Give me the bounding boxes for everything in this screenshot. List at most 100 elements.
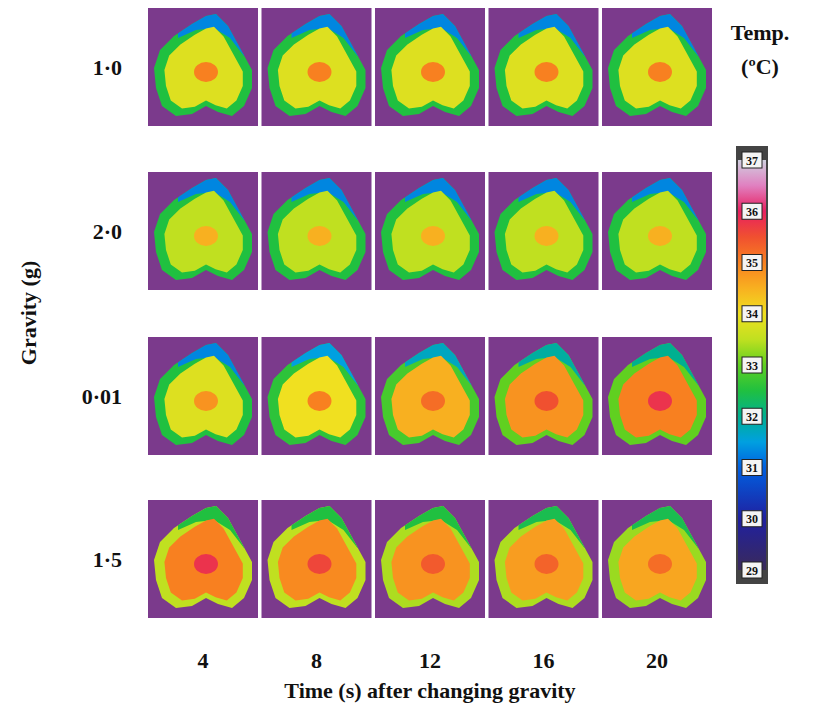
panel-background [148,172,258,290]
colorbar-tick [742,357,762,373]
panel-background [375,8,485,126]
core-region [308,391,332,411]
core-region [194,391,218,411]
core-region [648,391,672,411]
thermal-panel [602,8,712,126]
rim-region [495,506,593,608]
panel-marks [381,500,485,608]
colorbar-tick-label: 31 [746,461,758,475]
rim-region [608,14,706,116]
colorbar-tick [742,203,762,219]
x-tick [430,626,431,630]
rim-region [495,343,593,445]
thermal-panel [148,337,258,455]
panel-background [602,172,712,290]
panel-marks [608,337,712,445]
thermal-panel [602,500,712,618]
core-region [308,226,332,246]
colorbar-title-line: Temp. [731,20,789,45]
panel-background [375,500,485,618]
rim-region [608,178,706,280]
thermal-panel [375,337,485,455]
body-region [164,356,242,438]
body-region [618,356,696,438]
panel-marks [608,172,712,280]
x-tick [316,626,317,630]
rim-region [381,178,479,280]
thermal-panel [489,337,599,455]
colorbar-tick [742,460,762,476]
core-region [535,391,559,411]
core-region [648,62,672,82]
thermal-panel [148,172,258,290]
thermal-panel [602,172,712,290]
panel-background [489,8,599,126]
body-region [164,27,242,109]
body-region [391,27,469,109]
panel-marks [268,337,372,445]
panel-background [262,172,372,290]
row-label: 0·01 [82,384,122,409]
body-region [278,356,356,438]
rim-region [381,506,479,608]
body-region [391,356,469,438]
thermal-panel [262,172,372,290]
colorbar-tick-label: 33 [746,359,758,373]
body-region [278,519,356,601]
figure: 1·02·00·011·5Gravity (g)48121620Time (s)… [0,0,825,704]
row-label: 1·5 [93,547,122,572]
panel-background [262,500,372,618]
panel-marks [268,172,372,280]
body-region [391,191,469,273]
thermal-panel [262,337,372,455]
core-region [421,554,445,574]
colorbar [738,160,766,570]
body-region [618,27,696,109]
x-tick-label: 8 [311,648,322,673]
core-region [194,554,218,574]
body-region [618,519,696,601]
rim-region [154,14,252,116]
y-axis-title: Gravity (g) [16,261,41,365]
thermal-panel [148,8,258,126]
rim-region [268,178,366,280]
panel-marks [495,172,599,280]
rim-region [268,343,366,445]
x-tick-label: 20 [646,648,668,673]
x-tick-label: 16 [533,648,555,673]
panel-background [262,337,372,455]
rim-region [608,506,706,608]
thermal-panel [489,500,599,618]
rim-region [154,178,252,280]
x-tick-label: 4 [198,648,209,673]
colorbar-tick-label: 32 [746,410,758,424]
rim-region [495,178,593,280]
body-region [278,191,356,273]
panel-marks [608,500,712,608]
panel-background [375,337,485,455]
colorbar-tick-label: 29 [746,564,758,578]
x-tick [203,626,204,630]
panel-background [602,500,712,618]
panel-background [148,8,258,126]
thermal-panel [148,500,258,618]
panel-marks [381,337,485,445]
core-region [535,226,559,246]
colorbar-tick-label: 36 [746,205,758,219]
panel-background [489,172,599,290]
thermal-panel [489,8,599,126]
panel-background [602,337,712,455]
panel-marks [154,172,258,280]
colorbar-tick [742,255,762,271]
colorbar-tick [742,152,762,168]
body-region [505,191,583,273]
colorbar-tick [742,408,762,424]
body-region [164,191,242,273]
row-label: 1·0 [93,55,122,80]
x-axis-title: Time (s) after changing gravity [284,678,575,703]
colorbar-tick [742,306,762,322]
core-region [535,62,559,82]
thermal-panel [375,8,485,126]
panel-marks [154,500,258,608]
rim-region [381,343,479,445]
